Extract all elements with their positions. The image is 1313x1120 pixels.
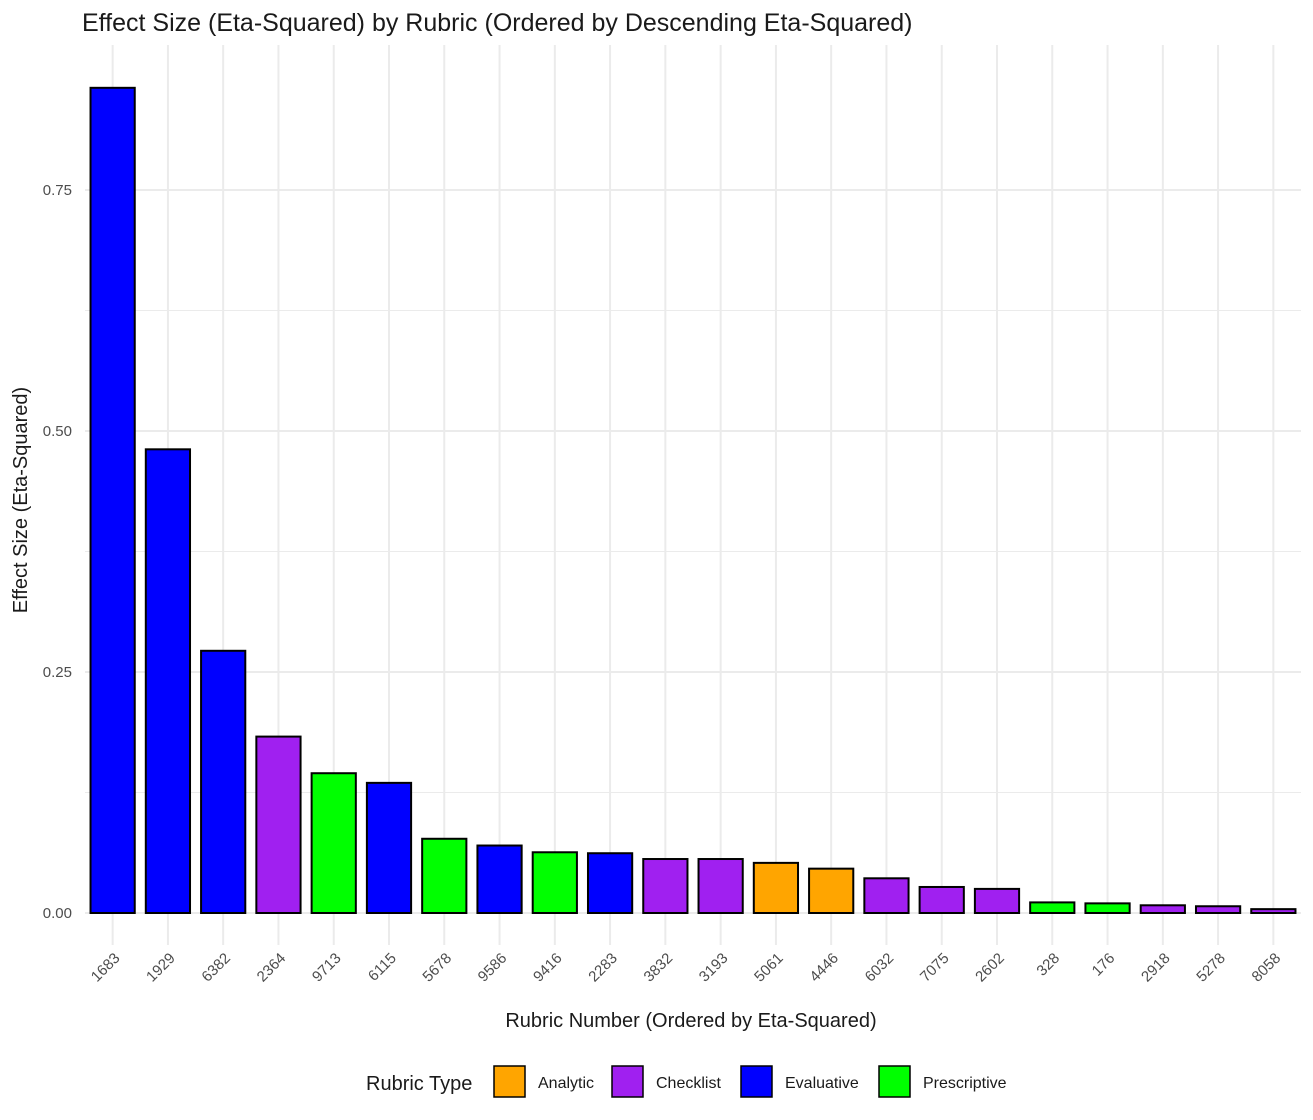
legend-swatch-analytic — [493, 1065, 526, 1098]
legend-label-evaluative: Evaluative — [785, 1075, 859, 1092]
x-tick-label: 176 — [1089, 950, 1119, 980]
bar-8058 — [1250, 908, 1297, 914]
x-tick-label: 328 — [1033, 950, 1063, 980]
x-tick-label: 6032 — [862, 950, 898, 986]
bar-176 — [1084, 902, 1131, 914]
bar-1929 — [144, 448, 192, 914]
bar-7075 — [918, 885, 965, 914]
x-tick-label: 2364 — [254, 950, 290, 986]
y-axis-title: Effect Size (Eta-Squared) — [10, 387, 32, 613]
y-tick-label: 0.75 — [43, 182, 72, 199]
x-tick-label: 5278 — [1193, 950, 1229, 986]
x-tick-label: 5061 — [751, 950, 787, 986]
chart-title: Effect Size (Eta-Squared) by Rubric (Ord… — [82, 9, 913, 37]
bar-2602 — [973, 887, 1021, 915]
x-tick-label: 3832 — [641, 950, 677, 986]
x-tick-label: 5678 — [419, 950, 455, 986]
bar-2918 — [1139, 904, 1186, 915]
bar-9586 — [476, 844, 523, 915]
x-tick-label: 2602 — [972, 950, 1008, 986]
bar-9416 — [531, 851, 578, 915]
bar-4446 — [808, 867, 855, 915]
bar-3193 — [697, 858, 744, 914]
x-tick-label: 8058 — [1249, 950, 1285, 986]
legend-label-prescriptive: Prescriptive — [923, 1075, 1007, 1092]
x-tick-label: 7075 — [917, 950, 953, 986]
legend-items: Analytic Checklist Evaluative Prescriptive — [493, 1065, 1007, 1098]
y-tick-label: 0.25 — [43, 664, 72, 681]
x-tick-label: 2918 — [1138, 950, 1174, 986]
bar-6032 — [863, 877, 910, 915]
x-axis-title: Rubric Number (Ordered by Eta-Squared) — [505, 1010, 876, 1032]
bar-1683 — [89, 86, 136, 915]
bar-6115 — [365, 781, 413, 914]
bar-5678 — [421, 837, 468, 914]
x-tick-label: 9713 — [309, 950, 345, 986]
legend-swatch-prescriptive — [878, 1065, 911, 1098]
bar-2364 — [255, 735, 302, 915]
x-tick-label: 9416 — [530, 950, 566, 986]
x-tick-label: 6382 — [198, 950, 234, 986]
x-tick-label: 2283 — [585, 950, 621, 986]
y-tick-label: 0.00 — [43, 905, 72, 922]
x-tick-label: 6115 — [365, 950, 400, 985]
x-tick-label: 3193 — [696, 950, 732, 986]
bar-layer — [89, 86, 1297, 915]
x-tick-label: 1683 — [88, 950, 124, 986]
grid-layer — [85, 45, 1301, 945]
x-tick-label: 9586 — [475, 950, 511, 986]
bar-5278 — [1194, 905, 1242, 915]
y-tick-label: 0.50 — [43, 423, 72, 440]
bar-5061 — [752, 861, 800, 915]
legend-label-analytic: Analytic — [538, 1075, 594, 1092]
legend-swatch-evaluative — [740, 1065, 773, 1098]
bar-3832 — [642, 858, 689, 914]
bar-6382 — [200, 649, 247, 914]
bar-9713 — [310, 772, 357, 914]
legend: Rubric Type Analytic Checklist Evaluative P… — [366, 1065, 1007, 1098]
x-tick-label: 1929 — [143, 950, 179, 986]
legend-title: Rubric Type — [366, 1073, 472, 1095]
bar-328 — [1029, 901, 1076, 914]
legend-swatch-checklist — [611, 1065, 644, 1098]
x-tick-label: 4446 — [806, 950, 842, 986]
bar-2283 — [586, 852, 634, 914]
legend-label-checklist: Checklist — [656, 1075, 721, 1092]
